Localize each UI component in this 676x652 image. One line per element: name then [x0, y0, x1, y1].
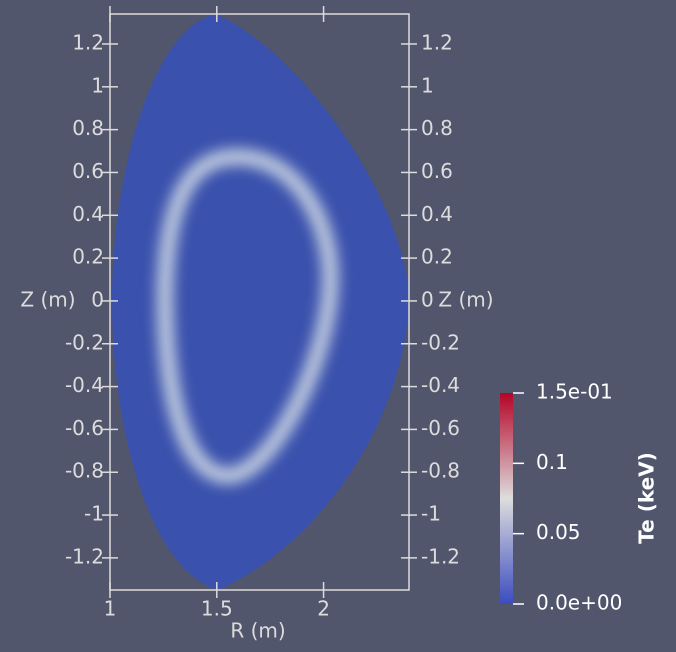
y-tick-label-right: 0.8 [421, 116, 453, 140]
colorbar-tick-label: 0.05 [536, 520, 581, 544]
y-tick-label-right: 0 [421, 287, 434, 311]
y-tick-label: 0.4 [72, 202, 104, 226]
y-tick-label: 0.2 [72, 245, 104, 269]
x-tick-label: 1 [104, 597, 117, 621]
colorbar [500, 393, 513, 604]
y-tick-label: -0.6 [65, 416, 104, 440]
y-tick-label-right: -0.2 [421, 330, 460, 354]
x-tick-label: 2 [317, 597, 330, 621]
y-tick-label: 1 [91, 73, 104, 97]
temperature-ring [156, 148, 339, 485]
y-tick-label: 0.8 [72, 116, 104, 140]
colorbar-tick-label: 0.0e+00 [536, 591, 622, 615]
y-tick-label: -0.4 [65, 373, 104, 397]
y-tick-label-right: 1 [421, 73, 434, 97]
x-tick-label: 1.5 [201, 597, 233, 621]
plasma-domain [112, 14, 409, 590]
colorbar-tick-label: 0.1 [536, 450, 568, 474]
y-tick-label-right: 1.2 [421, 30, 453, 54]
colorbar-tick-label: 1.5e-01 [536, 380, 613, 404]
y-tick-label-right: 0.2 [421, 245, 453, 269]
y-tick-label: 0.6 [72, 159, 104, 183]
y-axis-label: Z (m) [20, 288, 75, 312]
y-tick-label: -0.2 [65, 330, 104, 354]
y-tick-label-right: -0.4 [421, 373, 460, 397]
x-axis-label: R (m) [230, 619, 285, 643]
y-tick-label: -0.8 [65, 459, 104, 483]
axes-box [109, 13, 410, 591]
y-tick-label: 1.2 [72, 30, 104, 54]
y-tick-label-right: -0.6 [421, 416, 460, 440]
y-tick-label-right: 0.6 [421, 159, 453, 183]
y-tick-label: -1.2 [65, 544, 104, 568]
y-tick-label-right: -1 [421, 502, 441, 526]
y-tick-label-right: 0.4 [421, 202, 453, 226]
y-tick-label: 0 [91, 287, 104, 311]
y-tick-label: -1 [84, 502, 104, 526]
y-axis-label-right: Z (m) [438, 288, 493, 312]
y-tick-label-right: -0.8 [421, 459, 460, 483]
colorbar-label: Te (keV) [635, 452, 659, 544]
y-tick-label-right: -1.2 [421, 544, 460, 568]
